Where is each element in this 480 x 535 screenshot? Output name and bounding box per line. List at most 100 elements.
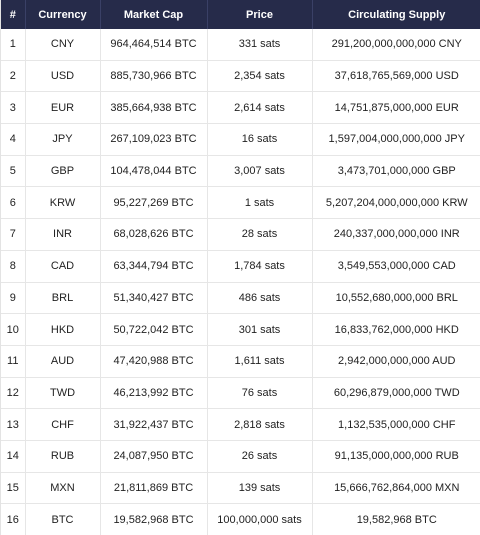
cell-circulating-supply: 14,751,875,000,000 EUR [312, 91, 480, 125]
cell-price: 26 sats [207, 440, 313, 473]
cell-price: 486 sats [207, 282, 313, 315]
table-body: 1 CNY 964,464,514 BTC 331 sats 291,200,000,0… [1, 29, 480, 535]
cell-currency: KRW [25, 186, 101, 220]
cell-price: 100,000,000 sats [207, 503, 313, 535]
cell-currency: AUD [25, 345, 101, 378]
table-row[interactable]: 12 TWD 46,213,992 BTC 76 sats 60,296,879,000… [1, 377, 480, 410]
cell-circulating-supply: 10,552,680,000,000 BRL [312, 282, 480, 315]
header-currency[interactable]: Currency [25, 0, 101, 29]
cell-market-cap: 68,028,626 BTC [100, 218, 208, 251]
cell-circulating-supply: 2,942,000,000,000 AUD [312, 345, 480, 378]
table-row[interactable]: 5 GBP 104,478,044 BTC 3,007 sats 3,473,701,0… [1, 155, 480, 188]
table-row[interactable]: 2 USD 885,730,966 BTC 2,354 sats 37,618,765,… [1, 60, 480, 93]
cell-circulating-supply: 1,597,004,000,000,000 JPY [312, 123, 480, 156]
cell-circulating-supply: 60,296,879,000,000 TWD [312, 377, 480, 410]
cell-market-cap: 24,087,950 BTC [100, 440, 208, 473]
table-row[interactable]: 16 BTC 19,582,968 BTC 100,000,000 sats 19,58… [1, 503, 480, 535]
cell-rank: 6 [1, 186, 26, 220]
cell-currency: CHF [25, 408, 101, 441]
cell-currency: JPY [25, 123, 101, 156]
cell-market-cap: 50,722,042 BTC [100, 313, 208, 346]
cell-currency: TWD [25, 377, 101, 410]
table-row[interactable]: 9 BRL 51,340,427 BTC 486 sats 10,552,680,000… [1, 282, 480, 315]
cell-rank: 1 [1, 29, 26, 61]
cell-price: 28 sats [207, 218, 313, 251]
cell-circulating-supply: 37,618,765,569,000 USD [312, 60, 480, 93]
table-row[interactable]: 7 INR 68,028,626 BTC 28 sats 240,337,000,000… [1, 218, 480, 251]
cell-rank: 5 [1, 155, 26, 188]
cell-circulating-supply: 3,473,701,000,000 GBP [312, 155, 480, 188]
cell-market-cap: 95,227,269 BTC [100, 186, 208, 220]
cell-circulating-supply: 15,666,762,864,000 MXN [312, 472, 480, 505]
cell-circulating-supply: 3,549,553,000,000 CAD [312, 250, 480, 283]
cell-currency: INR [25, 218, 101, 251]
cell-circulating-supply: 5,207,204,000,000,000 KRW [312, 186, 480, 220]
cell-currency: MXN [25, 472, 101, 505]
cell-price: 3,007 sats [207, 155, 313, 188]
cell-market-cap: 964,464,514 BTC [100, 29, 208, 61]
cell-rank: 8 [1, 250, 26, 283]
cell-market-cap: 46,213,992 BTC [100, 377, 208, 410]
cell-price: 139 sats [207, 472, 313, 505]
cell-price: 301 sats [207, 313, 313, 346]
cell-market-cap: 104,478,044 BTC [100, 155, 208, 188]
cell-market-cap: 19,582,968 BTC [100, 503, 208, 535]
cell-price: 331 sats [207, 29, 313, 61]
table-row[interactable]: 3 EUR 385,664,938 BTC 2,614 sats 14,751,875,… [1, 91, 480, 125]
cell-rank: 14 [1, 440, 26, 473]
cell-price: 76 sats [207, 377, 313, 410]
cell-price: 2,818 sats [207, 408, 313, 441]
cell-currency: BTC [25, 503, 101, 535]
cell-market-cap: 21,811,869 BTC [100, 472, 208, 505]
cell-currency: GBP [25, 155, 101, 188]
cell-currency: CAD [25, 250, 101, 283]
cell-circulating-supply: 19,582,968 BTC [312, 503, 480, 535]
cell-circulating-supply: 1,132,535,000,000 CHF [312, 408, 480, 441]
cell-currency: USD [25, 60, 101, 93]
cell-price: 1,611 sats [207, 345, 313, 378]
cell-price: 16 sats [207, 123, 313, 156]
cell-market-cap: 47,420,988 BTC [100, 345, 208, 378]
cell-rank: 10 [1, 313, 26, 346]
table-row[interactable]: 6 KRW 95,227,269 BTC 1 sats 5,207,204,000,00… [1, 186, 480, 220]
cell-rank: 13 [1, 408, 26, 441]
header-price[interactable]: Price [207, 0, 313, 29]
cell-currency: HKD [25, 313, 101, 346]
table-row[interactable]: 14 RUB 24,087,950 BTC 26 sats 91,135,000,000… [1, 440, 480, 473]
cell-price: 2,354 sats [207, 60, 313, 93]
header-circulating-supply[interactable]: Circulating Supply [312, 0, 480, 29]
table-row[interactable]: 8 CAD 63,344,794 BTC 1,784 sats 3,549,553,00… [1, 250, 480, 283]
cell-rank: 16 [1, 503, 26, 535]
cell-market-cap: 51,340,427 BTC [100, 282, 208, 315]
cell-circulating-supply: 291,200,000,000,000 CNY [312, 29, 480, 61]
table-row[interactable]: 15 MXN 21,811,869 BTC 139 sats 15,666,762,86… [1, 472, 480, 505]
cell-currency: EUR [25, 91, 101, 125]
header-row: # Currency Market Cap Price Circulating … [1, 0, 480, 29]
table-row[interactable]: 10 HKD 50,722,042 BTC 301 sats 16,833,762,00… [1, 313, 480, 346]
table-row[interactable]: 4 JPY 267,109,023 BTC 16 sats 1,597,004,000,… [1, 123, 480, 156]
cell-price: 1,784 sats [207, 250, 313, 283]
cell-currency: CNY [25, 29, 101, 61]
cell-price: 2,614 sats [207, 91, 313, 125]
header-market-cap[interactable]: Market Cap [100, 0, 208, 29]
cell-rank: 9 [1, 282, 26, 315]
cell-currency: BRL [25, 282, 101, 315]
header-rank[interactable]: # [1, 0, 26, 29]
cell-rank: 7 [1, 218, 26, 251]
cell-price: 1 sats [207, 186, 313, 220]
cell-market-cap: 885,730,966 BTC [100, 60, 208, 93]
cell-market-cap: 267,109,023 BTC [100, 123, 208, 156]
cell-circulating-supply: 91,135,000,000,000 RUB [312, 440, 480, 473]
cell-rank: 4 [1, 123, 26, 156]
table-header: # Currency Market Cap Price Circulating … [1, 0, 480, 29]
cell-market-cap: 31,922,437 BTC [100, 408, 208, 441]
table-row[interactable]: 13 CHF 31,922,437 BTC 2,818 sats 1,132,535,0… [1, 408, 480, 441]
cell-rank: 11 [1, 345, 26, 378]
table-row[interactable]: 11 AUD 47,420,988 BTC 1,611 sats 2,942,000,0… [1, 345, 480, 378]
cell-market-cap: 63,344,794 BTC [100, 250, 208, 283]
table-row[interactable]: 1 CNY 964,464,514 BTC 331 sats 291,200,000,0… [1, 29, 480, 61]
cell-currency: RUB [25, 440, 101, 473]
cell-circulating-supply: 240,337,000,000,000 INR [312, 218, 480, 251]
